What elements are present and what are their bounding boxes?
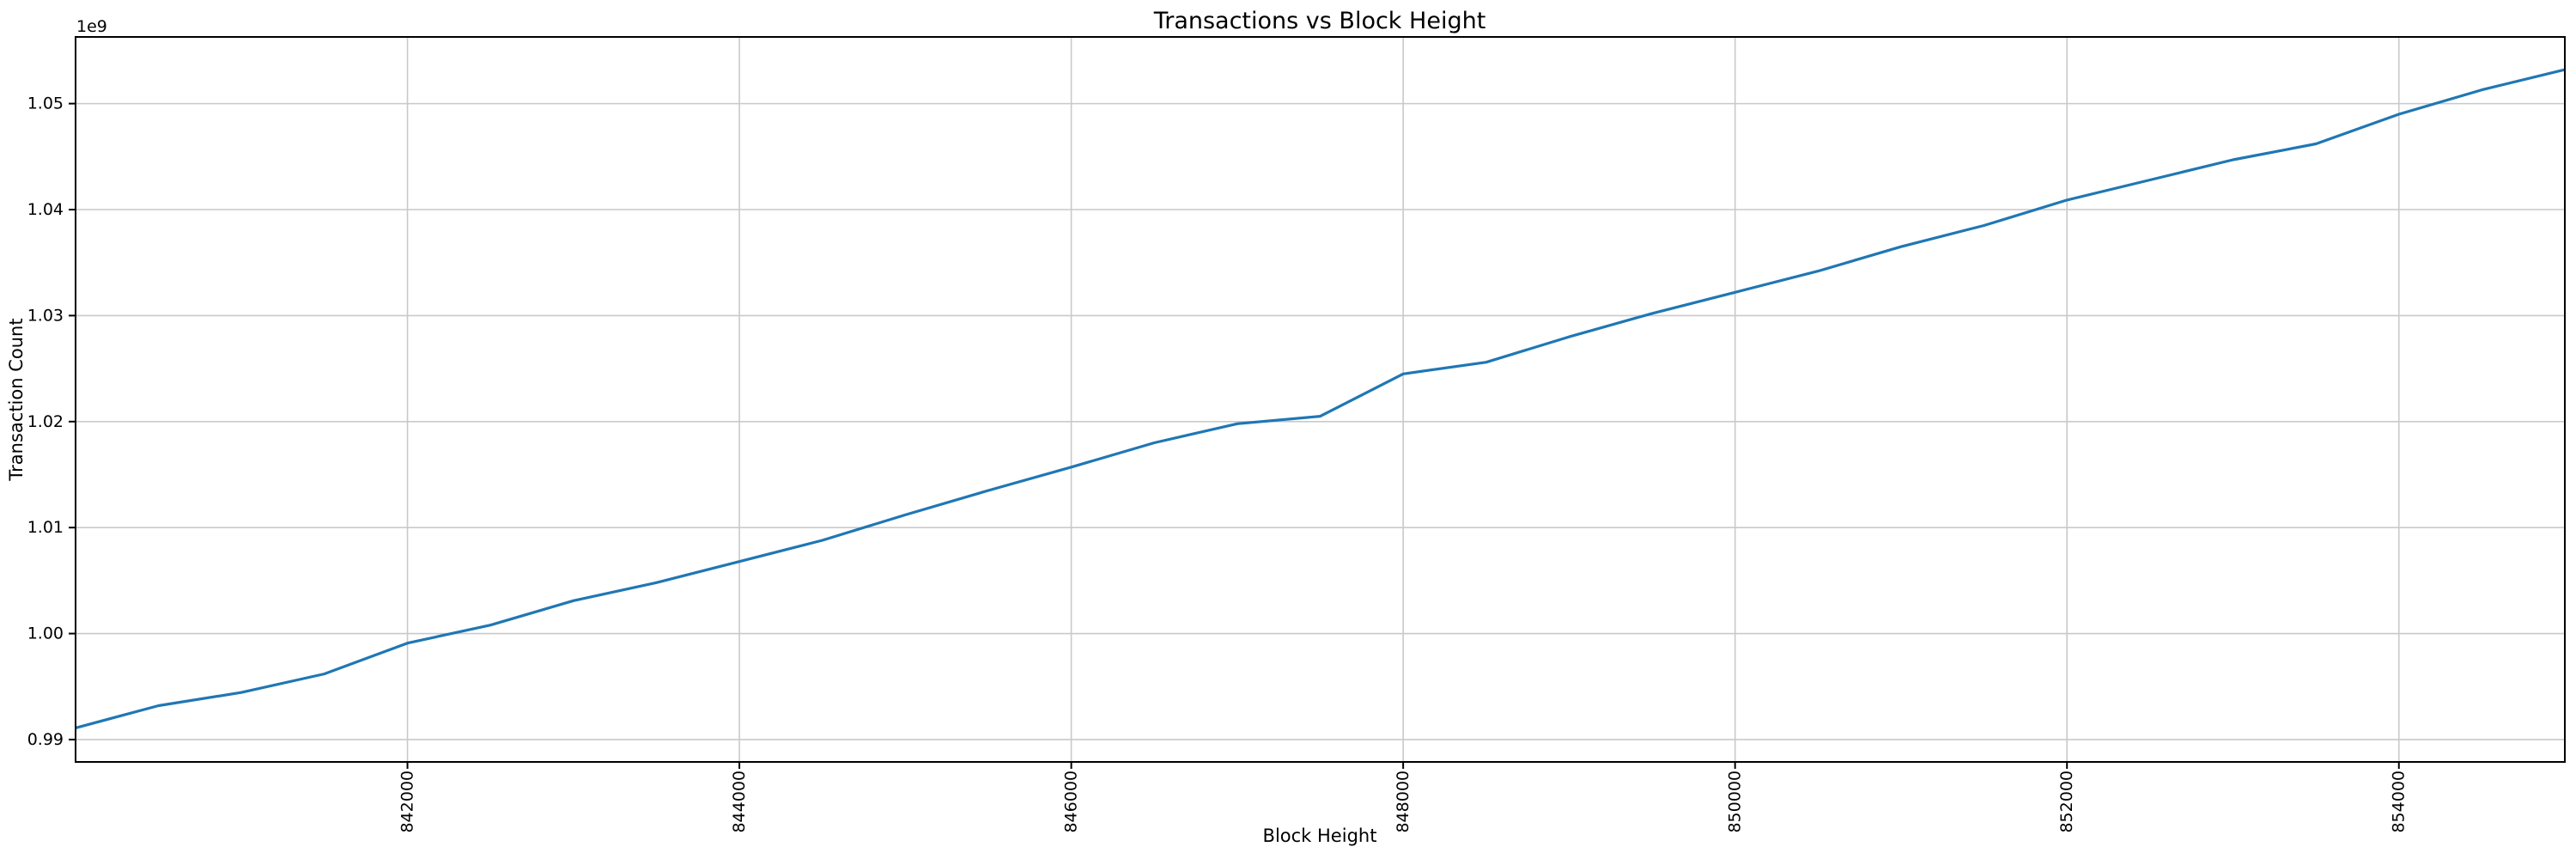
- tick-layer: 842000 844000 846000 848000 850000 852000 8540…: [27, 94, 2409, 833]
- plot-border: [75, 36, 2566, 763]
- y-axis-offset-label: 1e9: [76, 17, 107, 36]
- x-axis-label: Block Height: [1263, 825, 1377, 846]
- y-tick-label: 0.99: [27, 730, 64, 749]
- x-tick-label: 850000: [1726, 771, 1745, 833]
- y-tick-label: 1.03: [27, 306, 64, 325]
- transactions-line: [75, 68, 2566, 729]
- x-tick-label: 852000: [2057, 771, 2076, 833]
- x-tick-label: 848000: [1394, 771, 1413, 833]
- series-layer: [75, 68, 2566, 729]
- chart-title: Transactions vs Block Height: [1153, 8, 1486, 34]
- y-axis-label: Transaction Count: [6, 318, 27, 481]
- x-tick-label: 842000: [398, 771, 417, 833]
- y-tick-label: 1.05: [27, 94, 64, 113]
- x-tick-label: 844000: [730, 771, 749, 833]
- grid-layer: [76, 37, 2565, 762]
- y-tick-label: 1.04: [27, 200, 64, 219]
- y-tick-label: 1.02: [27, 412, 64, 431]
- y-tick-label: 1.01: [27, 518, 64, 537]
- x-tick-label: 846000: [1062, 771, 1081, 833]
- y-tick-label: 1.00: [27, 624, 64, 643]
- x-tick-label: 854000: [2390, 771, 2409, 833]
